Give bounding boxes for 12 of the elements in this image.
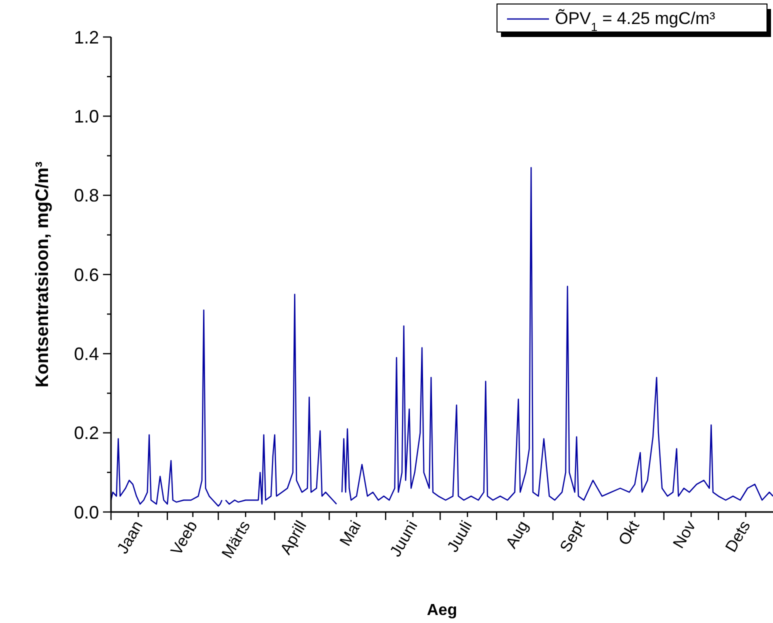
legend-label: ÕPV$_{1}$ = 4.25 mgC/m³ bbox=[555, 8, 716, 34]
x-tick-label: Okt bbox=[616, 518, 644, 548]
y-axis-title: Kontsentratsioon, mgC/m³ bbox=[32, 161, 52, 388]
y-tick-label: 0.8 bbox=[74, 186, 99, 206]
y-tick-label: 1.2 bbox=[74, 27, 99, 48]
y-tick-label: 0.4 bbox=[74, 344, 99, 364]
y-tick-label: 0.6 bbox=[74, 264, 99, 285]
x-tick-label: Mai bbox=[337, 518, 365, 550]
y-tick-label: 1.0 bbox=[74, 106, 99, 126]
x-axis-title: Aeg bbox=[426, 602, 458, 619]
y-tick-label: 0.0 bbox=[74, 502, 99, 522]
y-tick-label: 0.2 bbox=[74, 423, 99, 444]
